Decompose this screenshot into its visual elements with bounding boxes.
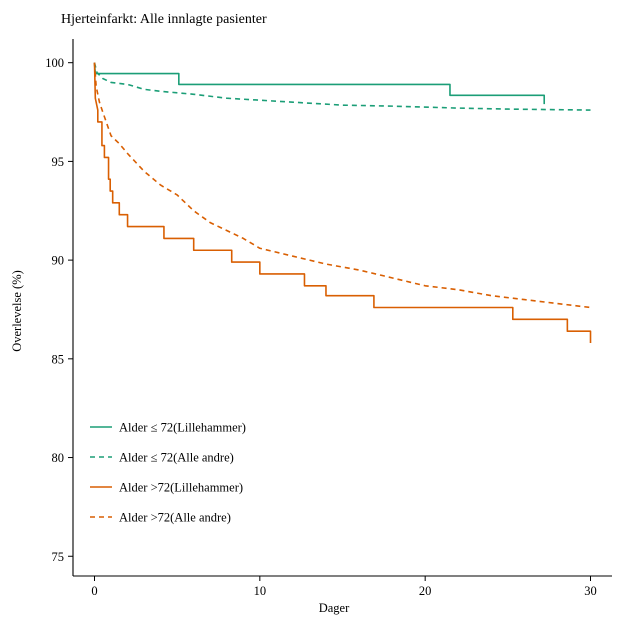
legend: Alder ≤ 72(Lillehammer) Alder ≤ 72(Alle a… xyxy=(90,421,246,525)
legend-label: Alder >72(Lillehammer) xyxy=(119,481,243,495)
series-line-4 xyxy=(93,62,591,309)
series-line-1 xyxy=(93,62,546,105)
series-line-3 xyxy=(93,62,592,344)
chart-title: Hjerteinfarkt: Alle innlagte pasienter xyxy=(61,12,267,27)
y-axis-ticks: 75 80 85 90 95 100 xyxy=(45,56,73,564)
x-tick-label: 10 xyxy=(254,584,267,598)
legend-label: Alder ≤ 72(Alle andre) xyxy=(119,451,234,465)
y-tick-label: 75 xyxy=(52,550,65,564)
y-tick-label: 80 xyxy=(52,451,65,465)
y-tick-label: 95 xyxy=(52,155,65,169)
x-axis-ticks: 0 10 20 30 xyxy=(91,576,597,598)
legend-label: Alder ≤ 72(Lillehammer) xyxy=(119,421,246,435)
y-tick-label: 90 xyxy=(52,254,65,268)
plot-area xyxy=(93,62,592,344)
x-tick-label: 0 xyxy=(91,584,97,598)
series-line-2 xyxy=(93,62,591,111)
x-axis-label: Dager xyxy=(319,601,350,615)
x-tick-label: 30 xyxy=(584,584,597,598)
y-tick-label: 100 xyxy=(45,56,64,70)
y-axis-label: Overlevelse (%) xyxy=(10,270,24,352)
y-tick-label: 85 xyxy=(52,352,65,366)
x-tick-label: 20 xyxy=(419,584,432,598)
legend-label: Alder >72(Alle andre) xyxy=(119,511,231,525)
